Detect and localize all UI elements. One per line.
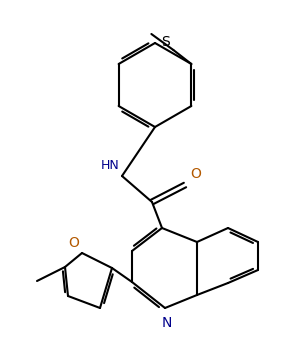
Text: O: O [68,236,79,250]
Text: S: S [162,35,170,49]
Text: N: N [162,316,172,330]
Text: HN: HN [101,159,120,172]
Text: O: O [190,167,201,181]
